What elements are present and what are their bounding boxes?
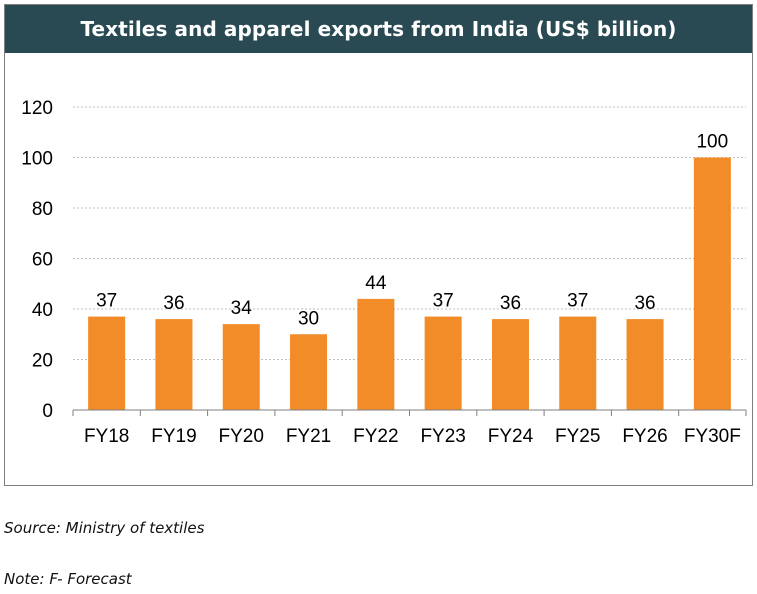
data-label: 100 <box>696 132 728 153</box>
bar-fy25 <box>559 316 597 410</box>
x-tick-label: FY23 <box>420 426 465 447</box>
data-label: 30 <box>298 308 319 329</box>
y-tick-label: 60 <box>32 250 53 271</box>
y-tick-label: 40 <box>32 300 53 321</box>
y-tick-label: 0 <box>42 401 53 422</box>
x-tick-label: FY22 <box>353 426 398 447</box>
bars <box>88 157 731 410</box>
chart-frame: Textiles and apparel exports from India … <box>4 4 753 486</box>
data-label: 34 <box>231 298 253 319</box>
bar-fy23 <box>424 316 462 410</box>
x-tick-label: FY30F <box>684 426 741 447</box>
data-label: 36 <box>500 293 521 314</box>
data-label: 37 <box>433 291 454 312</box>
x-tick-label: FY24 <box>488 426 534 447</box>
bar-fy18 <box>88 316 126 410</box>
bar-fy19 <box>155 319 193 410</box>
x-tick-label: FY20 <box>219 426 264 447</box>
axes: 0 20 40 60 80 100 120 FY18 FY19 FY20 FY21 FY22 FY23 F… <box>21 98 747 447</box>
data-labels: 37 36 34 30 44 37 36 37 36 100 <box>96 132 728 330</box>
bar-fy21 <box>290 334 328 410</box>
forecast-note: Note: F- Forecast <box>4 570 132 588</box>
bar-fy20 <box>222 324 260 410</box>
data-label: 44 <box>365 273 387 294</box>
bar-fy30f <box>693 157 731 410</box>
chart-title: Textiles and apparel exports from India … <box>5 5 752 53</box>
y-tick-label: 80 <box>32 199 53 220</box>
bar-chart: 0 20 40 60 80 100 120 FY18 FY19 FY20 FY21 FY22 FY23 F… <box>21 98 747 447</box>
y-tick-label: 20 <box>32 351 53 372</box>
data-label: 37 <box>567 291 588 312</box>
y-tick-label: 120 <box>21 98 53 119</box>
data-label: 36 <box>163 293 184 314</box>
x-tick-label: FY26 <box>622 426 667 447</box>
data-label: 37 <box>96 291 117 312</box>
data-label: 36 <box>634 293 655 314</box>
bar-fy24 <box>491 319 529 410</box>
x-tick-label: FY21 <box>286 426 331 447</box>
x-tick-label: FY19 <box>151 426 196 447</box>
bar-fy22 <box>357 298 395 410</box>
source-note: Source: Ministry of textiles <box>4 519 205 537</box>
x-tick-label: FY25 <box>555 426 600 447</box>
y-tick-label: 100 <box>21 149 53 170</box>
x-tick-label: FY18 <box>84 426 129 447</box>
bar-fy26 <box>626 319 664 410</box>
